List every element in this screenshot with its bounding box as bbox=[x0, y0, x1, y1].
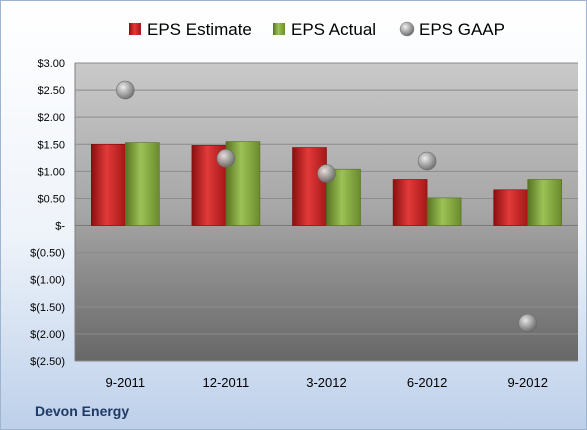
company-name: Devon Energy bbox=[35, 403, 130, 419]
eps-actual-bar bbox=[125, 142, 160, 226]
legend-eps-actual-swatch bbox=[273, 23, 285, 35]
y-tick-label: $- bbox=[55, 221, 65, 233]
eps-actual-bar bbox=[426, 197, 462, 226]
eps-gaap-marker bbox=[317, 164, 336, 183]
y-tick-label: $0.50 bbox=[37, 193, 65, 205]
y-tick-label: $3.00 bbox=[37, 58, 65, 70]
legend-eps-gaap-label: EPS GAAP bbox=[419, 20, 505, 39]
y-tick-label: $1.50 bbox=[37, 139, 65, 151]
legend-eps-gaap-swatch bbox=[399, 21, 415, 37]
eps-estimate-bar bbox=[91, 143, 126, 226]
legend-eps-actual-label: EPS Actual bbox=[291, 20, 376, 39]
y-tick-label: $2.00 bbox=[37, 112, 65, 124]
y-tick-label: $(1.50) bbox=[30, 302, 65, 314]
x-tick-label: 12-2011 bbox=[203, 375, 250, 390]
eps-gaap-marker bbox=[216, 149, 236, 168]
eps-gaap-marker bbox=[518, 313, 538, 333]
y-tick-label: $(0.50) bbox=[30, 248, 65, 260]
y-tick-label: $1.00 bbox=[37, 166, 65, 178]
x-tick-label: 6-2012 bbox=[407, 375, 447, 390]
eps-estimate-bar bbox=[392, 179, 428, 226]
y-tick-label: $(2.50) bbox=[30, 356, 65, 368]
y-tick-label: $2.50 bbox=[37, 85, 65, 97]
x-tick-label: 9-2012 bbox=[507, 375, 547, 390]
legend-eps-estimate-label: EPS Estimate bbox=[147, 20, 252, 39]
eps-gaap-marker bbox=[116, 80, 135, 100]
legend-eps-estimate-swatch bbox=[129, 23, 141, 35]
x-tick-label: 9-2011 bbox=[106, 375, 146, 390]
eps-gaap-marker bbox=[417, 151, 437, 171]
y-tick-label: $(1.00) bbox=[30, 275, 65, 287]
y-tick-label: $(2.00) bbox=[30, 329, 65, 341]
eps-estimate-bar bbox=[292, 147, 327, 226]
eps-estimate-bar bbox=[493, 189, 529, 226]
eps-actual-bar bbox=[527, 179, 563, 226]
x-tick-label: 3-2012 bbox=[306, 375, 346, 390]
